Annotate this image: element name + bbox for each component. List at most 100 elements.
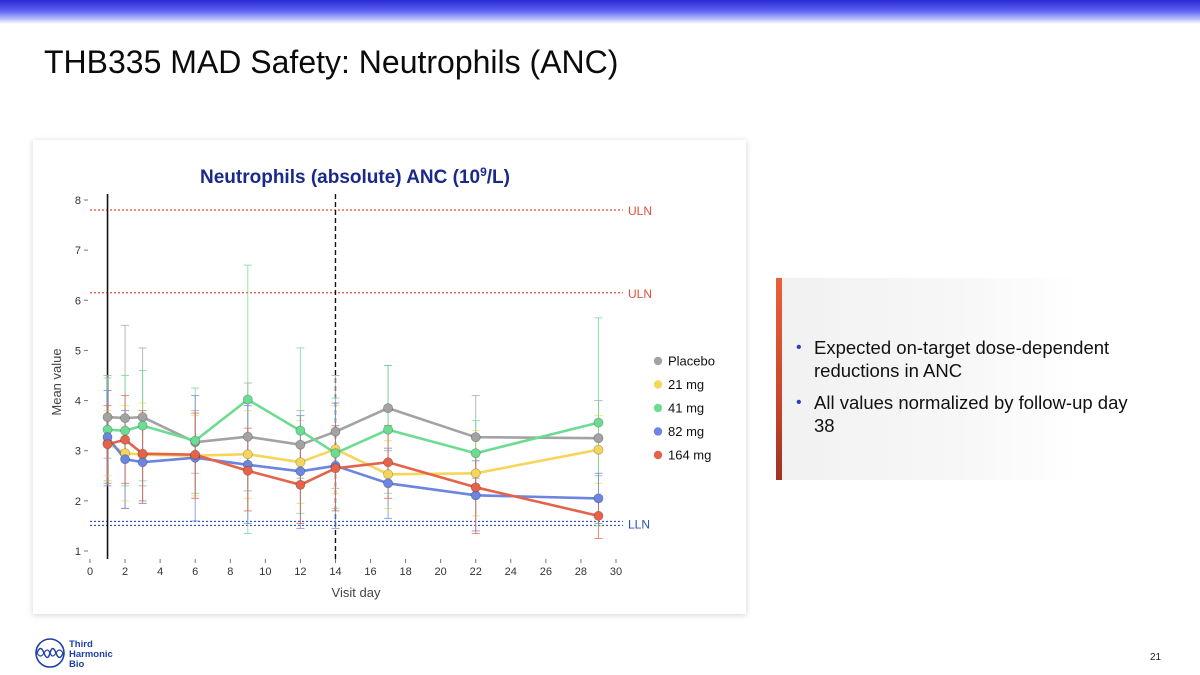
x-tick-label: 6	[192, 566, 198, 578]
x-tick-label: 30	[610, 566, 622, 578]
data-point	[242, 431, 253, 442]
data-point	[383, 478, 394, 489]
lln-label: LLN	[628, 517, 650, 531]
legend-label: 164 mg	[668, 448, 711, 463]
data-point	[242, 465, 253, 476]
data-point	[383, 469, 394, 480]
legend-label: 21 mg	[668, 377, 704, 392]
data-point	[102, 412, 113, 423]
y-tick-label: 2	[75, 496, 81, 508]
legend-label: 82 mg	[668, 424, 704, 439]
y-tick-label: 4	[75, 396, 81, 408]
data-point	[120, 425, 131, 436]
callout-accent-bar	[776, 278, 782, 480]
key-point-item: • All values normalized by follow-up day …	[792, 391, 1142, 437]
logo-wordmark: Third Harmonic Bio	[69, 639, 113, 670]
data-point	[120, 454, 131, 465]
data-point	[137, 412, 148, 423]
legend-label: Placebo	[668, 354, 715, 369]
series-line	[107, 406, 599, 447]
y-tick-label: 1	[75, 546, 81, 558]
data-point	[137, 448, 148, 459]
legend-marker	[653, 450, 663, 460]
x-tick-label: 10	[259, 566, 271, 578]
data-point	[242, 394, 253, 405]
data-point	[383, 403, 394, 414]
y-tick-label: 7	[75, 245, 81, 257]
uln-label: ULN	[628, 287, 652, 301]
data-point	[593, 510, 604, 521]
data-point	[190, 435, 201, 446]
x-tick-label: 14	[329, 566, 341, 578]
x-tick-label: 20	[435, 566, 447, 578]
series-line	[106, 436, 599, 500]
data-point	[330, 463, 341, 474]
key-point-item: • Expected on-target dose-dependent reduc…	[792, 336, 1142, 382]
data-point	[593, 433, 604, 444]
x-tick-label: 8	[227, 566, 233, 578]
y-tick-label: 5	[75, 345, 81, 357]
x-tick-label: 24	[505, 566, 517, 578]
x-tick-label: 18	[399, 566, 411, 578]
legend-marker	[653, 403, 663, 413]
x-tick-label: 2	[122, 566, 128, 578]
data-point	[295, 457, 306, 468]
series-line	[107, 398, 599, 455]
x-tick-label: 4	[157, 566, 163, 578]
chart-title: Neutrophils (absolute) ANC (109/L)	[200, 165, 510, 188]
x-tick-label: 22	[470, 566, 482, 578]
wave-logo-icon	[35, 638, 65, 668]
data-point	[190, 449, 201, 460]
top-gradient-bar	[0, 0, 1200, 24]
data-point	[470, 468, 481, 479]
data-point	[470, 432, 481, 443]
slide-title: THB335 MAD Safety: Neutrophils (ANC)	[44, 44, 619, 80]
x-tick-label: 12	[294, 566, 306, 578]
chart-title-superscript: 9	[480, 165, 487, 179]
data-point	[330, 448, 341, 459]
y-tick-label: 6	[75, 295, 81, 307]
x-tick-label: 28	[575, 566, 587, 578]
company-logo: Third Harmonic Bio	[34, 637, 154, 671]
y-tick-label: 8	[75, 195, 81, 207]
data-point	[383, 457, 394, 468]
x-axis-label: Visit day	[332, 585, 381, 600]
page-number: 21	[1150, 652, 1162, 663]
data-point	[593, 444, 604, 455]
key-point-text: All values normalized by follow-up day 3…	[814, 392, 1128, 436]
series-line	[107, 438, 599, 518]
data-point	[295, 479, 306, 490]
data-point	[295, 466, 306, 477]
data-point	[137, 420, 148, 431]
bullet-icon: •	[796, 394, 802, 411]
key-point-text: Expected on-target dose-dependent reduct…	[814, 337, 1110, 381]
legend-marker	[653, 356, 663, 366]
uln-label: ULN	[628, 204, 652, 218]
data-point	[593, 417, 604, 428]
key-points-callout: • Expected on-target dose-dependent reduc…	[776, 278, 1128, 480]
x-tick-label: 26	[540, 566, 552, 578]
x-tick-label: 16	[364, 566, 376, 578]
data-point	[295, 425, 306, 436]
legend-marker	[653, 380, 663, 389]
legend-marker	[653, 427, 663, 436]
data-point	[593, 493, 604, 504]
data-point	[120, 434, 131, 445]
y-tick-label: 3	[75, 446, 81, 458]
x-tick-label: 0	[87, 566, 93, 578]
data-point	[242, 449, 253, 460]
data-point	[383, 424, 394, 435]
chart-card: ULN ULN LLN 0 2 4 6 8 10 12 14 16 18 20 22 24 26 28 30 1 2 3…	[33, 140, 746, 614]
data-point	[330, 426, 341, 437]
chart-title-suffix: /L)	[487, 167, 510, 188]
data-point	[102, 439, 113, 450]
data-point	[470, 482, 481, 493]
legend-label: 41 mg	[668, 401, 704, 416]
data-point	[295, 439, 306, 450]
bullet-icon: •	[796, 339, 802, 356]
data-point	[470, 448, 481, 459]
data-point	[137, 457, 148, 468]
key-points-list: • Expected on-target dose-dependent reduc…	[792, 336, 1142, 446]
data-point	[120, 413, 131, 424]
